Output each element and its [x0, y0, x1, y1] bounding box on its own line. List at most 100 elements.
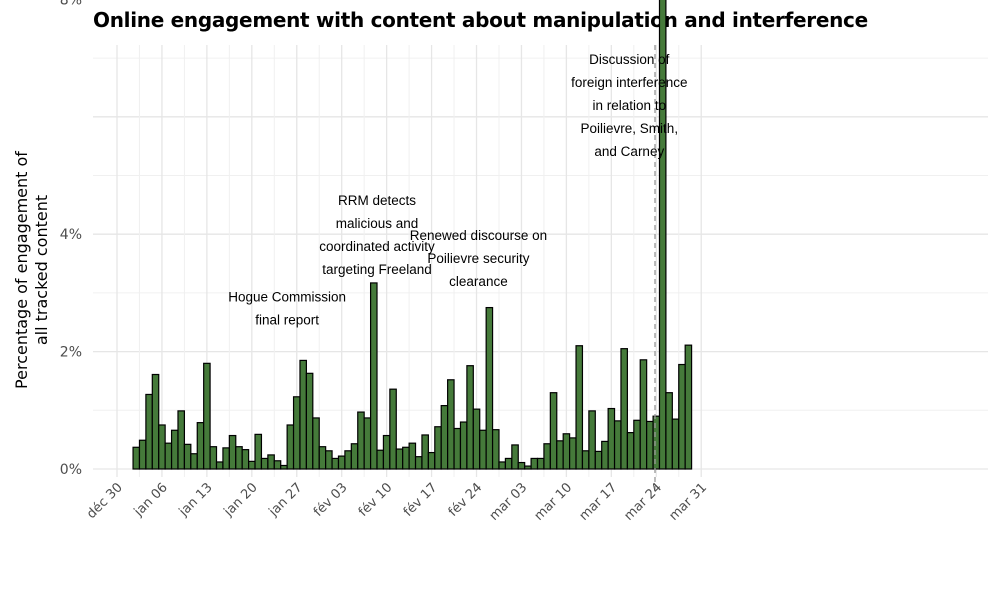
bar [665, 392, 673, 470]
x-tick-label: mar 03 [487, 480, 531, 524]
bar [382, 434, 391, 470]
annotation-text: clearance [449, 274, 508, 289]
x-tick-label: fév 03 [311, 480, 351, 520]
bar [588, 410, 596, 470]
bar [170, 429, 179, 470]
bar [613, 420, 622, 470]
bar [569, 437, 577, 470]
y-tick-label: 0% [60, 462, 82, 478]
bar [581, 450, 590, 470]
bar [318, 446, 327, 470]
x-tick-label: mar 10 [532, 480, 576, 524]
bar [292, 396, 301, 470]
bar [158, 424, 166, 470]
bar [434, 426, 442, 470]
x-tick-label: fév 10 [356, 480, 396, 520]
y-tick-label: 4% [60, 227, 82, 243]
bar [177, 410, 186, 470]
bar [151, 373, 160, 470]
bar [575, 345, 584, 470]
bar [453, 427, 462, 470]
bar [164, 442, 173, 470]
bar [479, 429, 487, 470]
bar [421, 434, 429, 470]
bar [414, 456, 423, 470]
bar [280, 464, 288, 470]
bar [440, 405, 449, 470]
bar [639, 359, 648, 470]
bar [658, 0, 667, 470]
annotation-text: RRM detects [338, 193, 416, 208]
x-tick-label: mar 24 [622, 480, 666, 524]
y-axis-label: all tracked content [32, 195, 51, 345]
bar [530, 457, 539, 470]
x-tick-label: fév 24 [446, 480, 486, 520]
annotation-text: foreign interference [571, 75, 687, 90]
bar [325, 450, 333, 470]
x-tick-label: mar 17 [577, 480, 621, 524]
bar [504, 457, 513, 470]
annotation-text: Discussion of [589, 52, 670, 67]
bar [466, 365, 474, 470]
y-axis: 0% 2% 4% 8% [60, 0, 82, 478]
bar [427, 451, 436, 470]
bar [536, 457, 545, 470]
bar [594, 450, 603, 470]
x-tick-label: jan 13 [176, 480, 216, 520]
bar [626, 432, 635, 470]
bar [684, 344, 693, 470]
bars [132, 0, 693, 470]
bar [132, 446, 141, 470]
bar [203, 362, 211, 470]
bar [145, 393, 153, 470]
annotation-text: targeting Freeland [322, 262, 432, 277]
y-axis-label-group: Percentage of engagement of all tracked c… [12, 151, 51, 389]
bar [601, 440, 609, 470]
bar [344, 450, 352, 470]
bar [395, 448, 404, 470]
bar [607, 407, 616, 470]
y-tick-label: 8% [60, 0, 82, 8]
bar [337, 455, 346, 470]
bar [549, 392, 558, 470]
annotation-text: Renewed discourse on [410, 228, 547, 243]
bar [620, 348, 628, 470]
y-axis-label: Percentage of engagement of [12, 151, 31, 389]
bar [562, 433, 571, 470]
annotation-text: coordinated activity [319, 239, 435, 254]
annotation-text: in relation to [593, 98, 667, 113]
annotation-text: malicious and [336, 216, 419, 231]
bar [241, 449, 250, 470]
bar [228, 434, 237, 470]
bar [633, 419, 641, 470]
bar [267, 454, 275, 470]
bar [498, 461, 507, 470]
x-tick-label: mar 31 [666, 480, 710, 524]
annotation-text: and Carney [594, 144, 664, 159]
bar [376, 449, 385, 470]
bar [273, 460, 282, 470]
y-tick-label: 2% [60, 345, 82, 361]
bar [312, 417, 320, 470]
bar [183, 443, 192, 470]
bar [472, 408, 481, 470]
bar [517, 461, 526, 470]
bar [299, 359, 307, 470]
bar [248, 460, 256, 470]
annotation-text: Poilievre security [427, 251, 529, 266]
bar [305, 372, 314, 470]
bar [408, 442, 417, 470]
annotations: Hogue Commission final report RRM detects m… [228, 52, 687, 328]
bar [196, 422, 205, 470]
bar [491, 429, 500, 470]
annotation-text: final report [255, 313, 319, 328]
bar [209, 446, 218, 470]
bar [402, 446, 410, 470]
bar [556, 440, 564, 470]
bar [138, 439, 147, 470]
bar [363, 417, 372, 470]
bar [389, 388, 397, 470]
bar [254, 433, 263, 470]
bar [671, 418, 680, 470]
annotation-text: Poilievre, Smith, [581, 121, 679, 136]
